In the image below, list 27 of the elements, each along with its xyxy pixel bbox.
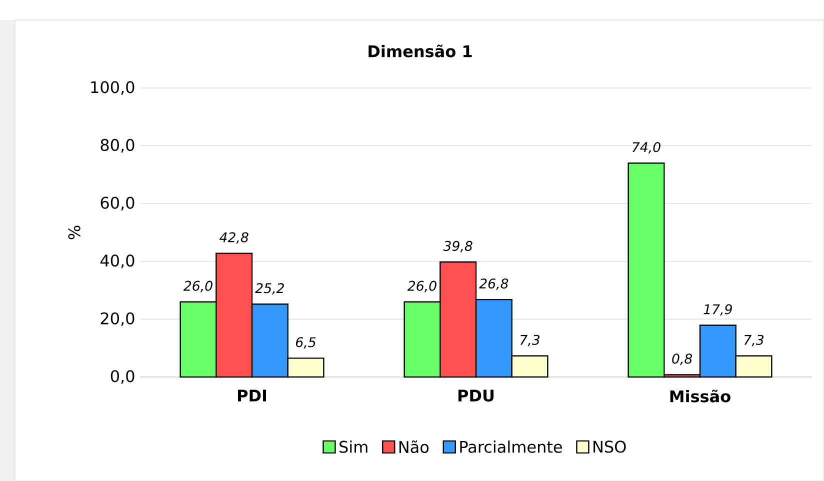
y-tick-label: 80,0 xyxy=(100,138,134,153)
data-label: 7,3 xyxy=(520,334,540,346)
data-label: 39,8 xyxy=(443,240,472,252)
data-label: 74,0 xyxy=(632,142,660,154)
data-label: 0,8 xyxy=(672,354,692,366)
y-tick-label: 40,0 xyxy=(100,254,134,268)
data-label: 26,8 xyxy=(479,278,508,290)
chart-title: Dimensão 1 xyxy=(368,44,472,58)
data-label: 26,0 xyxy=(407,280,436,292)
y-tick-label: 60,0 xyxy=(100,196,134,210)
legend-label: Parcialmente xyxy=(460,440,562,453)
data-label: 17,9 xyxy=(704,304,732,316)
y-tick-label: 100,0 xyxy=(91,81,134,95)
y-tick-label: 20,0 xyxy=(100,312,134,326)
legend-label: Não xyxy=(399,440,429,454)
y-axis-title: % xyxy=(68,226,80,240)
legend-label: Sim xyxy=(340,440,368,453)
data-label: 26,0 xyxy=(183,280,212,292)
legend-label: NSO xyxy=(594,440,626,453)
y-tick-label: 0,0 xyxy=(110,370,134,384)
data-label: 6,5 xyxy=(296,337,316,349)
data-label: 7,3 xyxy=(744,334,764,346)
data-label: 42,8 xyxy=(219,232,248,244)
x-tick-label: PDU xyxy=(458,390,494,402)
x-tick-label: Missão xyxy=(670,390,730,402)
x-tick-label: PDI xyxy=(238,390,266,402)
data-label: 25,2 xyxy=(255,283,284,295)
